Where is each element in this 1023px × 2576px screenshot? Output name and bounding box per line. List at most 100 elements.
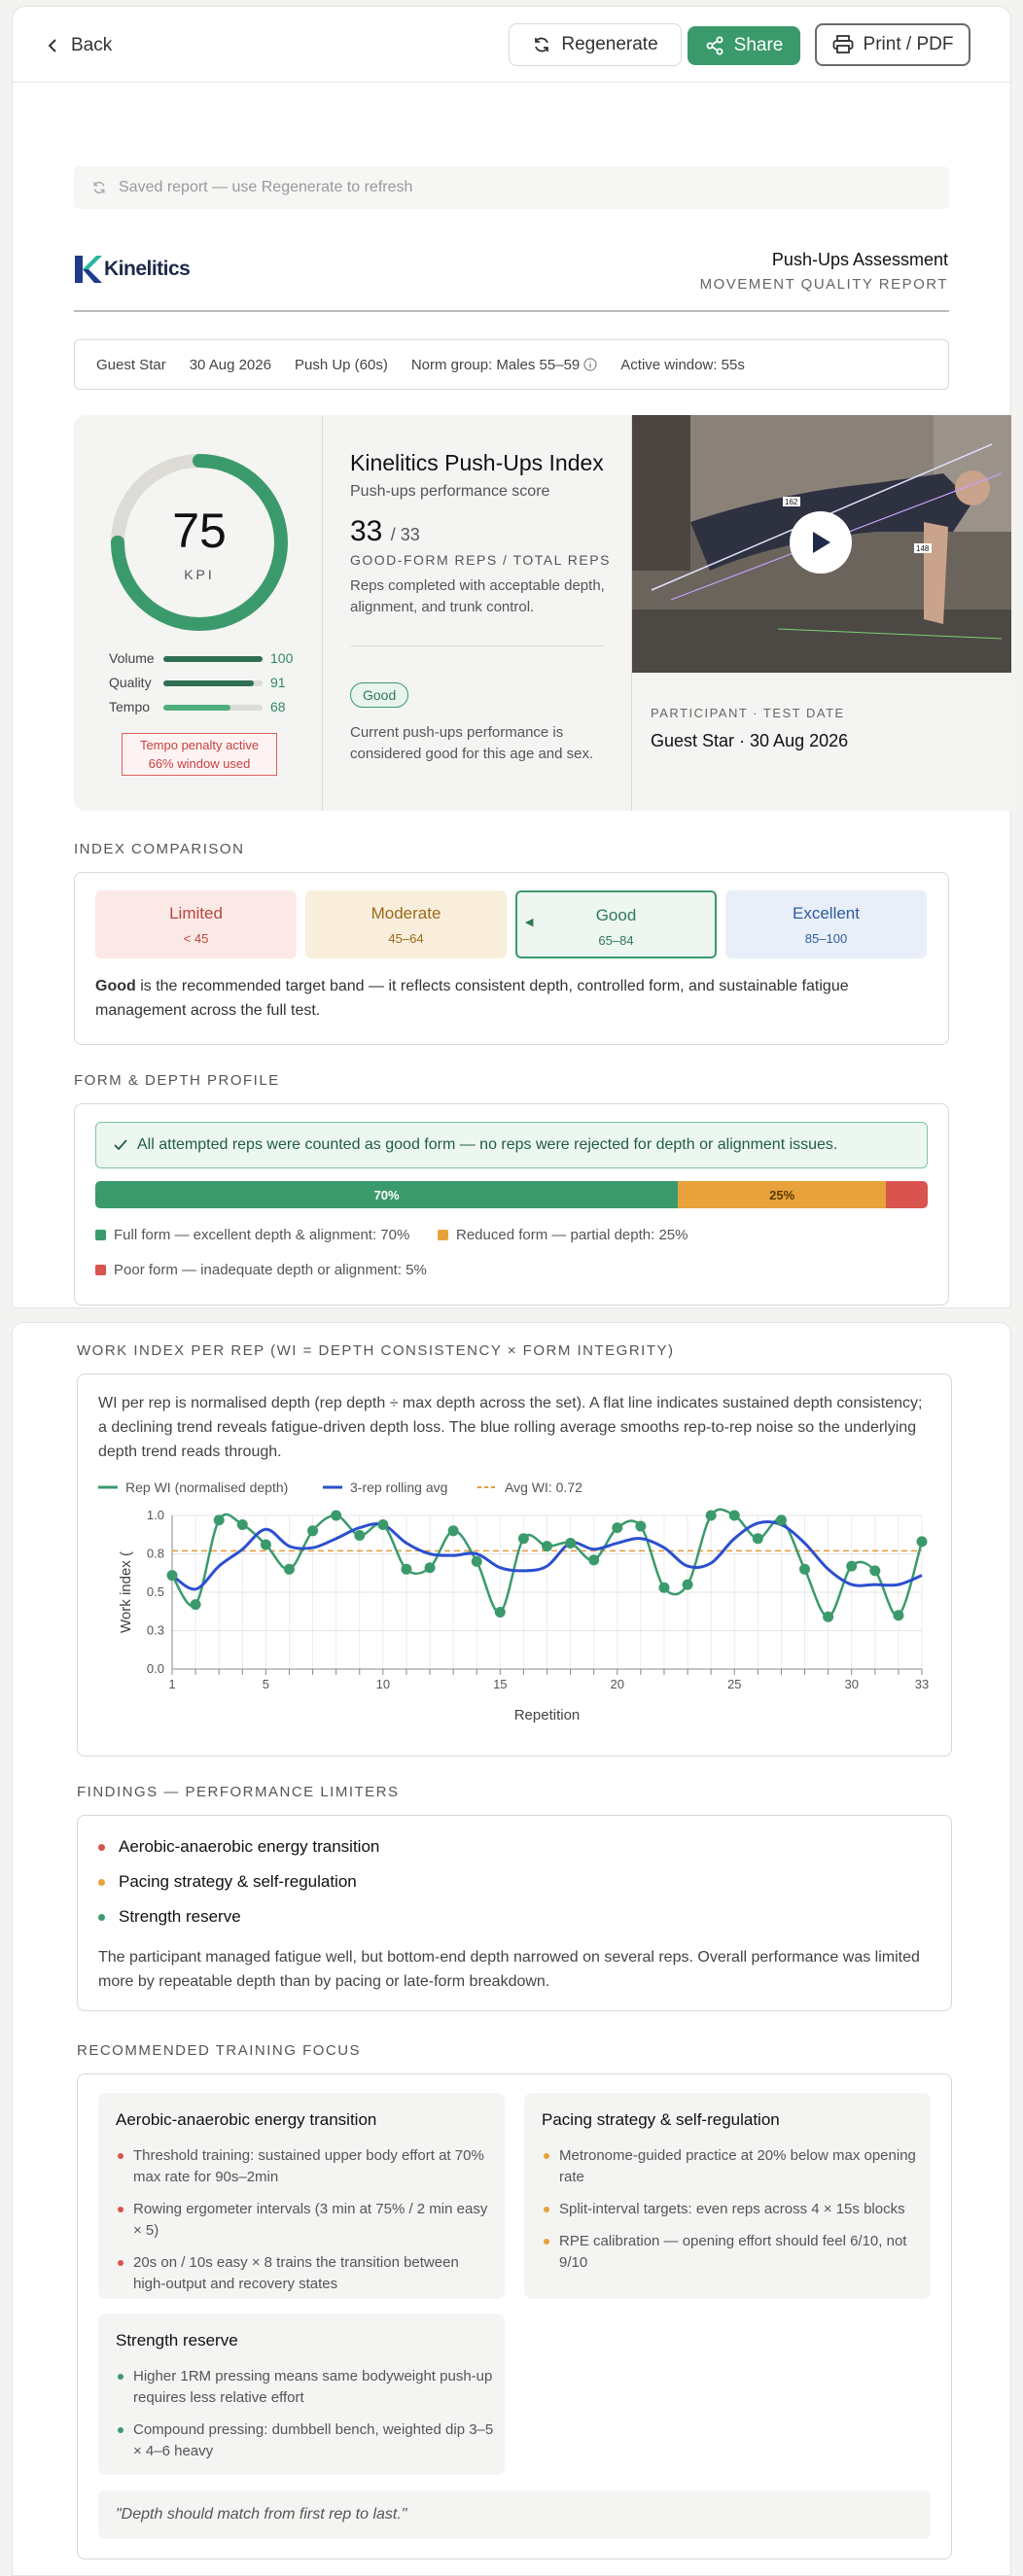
training-item: Rowing ergometer intervals (3 min at 75%…	[116, 2199, 495, 2242]
legend-full-form-text: Full form — excellent depth & alignment:…	[114, 1227, 410, 1243]
penalty-line-2: 66% window used	[148, 756, 251, 771]
meta-norm-group: Norm group: Males 55–59	[411, 357, 597, 373]
band-range: 65–84	[598, 933, 634, 948]
legend-poor-form-text: Poor form — inadequate depth or alignmen…	[114, 1262, 427, 1278]
subscore-volume-bar	[163, 656, 263, 662]
bullet-dot	[118, 2374, 123, 2380]
report-page-1: Back Regenerate Share Print / PDF Saved …	[12, 6, 1011, 1308]
refresh-icon	[535, 37, 549, 52]
finding-dot	[98, 1878, 105, 1886]
work-index-heading: WORK INDEX PER REP (WI = DEPTH CONSISTEN…	[77, 1342, 675, 1359]
legend-line-blue	[323, 1485, 342, 1489]
print-label: Print / PDF	[863, 34, 954, 54]
subscore-tempo-fill	[163, 705, 231, 711]
band-moderate: Moderate 45–64	[305, 890, 507, 958]
chart-legend-rolling-text: 3-rep rolling avg	[350, 1479, 448, 1495]
index-comparison-heading: INDEX COMPARISON	[74, 841, 245, 857]
data-point-rep-wi	[401, 1563, 412, 1575]
chart-legend-rep-text: Rep WI (normalised depth)	[125, 1479, 289, 1495]
data-point-rep-wi	[494, 1607, 506, 1619]
finding-text: Aerobic-anaerobic energy transition	[119, 1837, 380, 1856]
x-tick-label: 5	[263, 1677, 269, 1691]
band-range: < 45	[183, 931, 209, 946]
index-column: Kinelitics Push-Ups Index Push-ups perfo…	[323, 415, 632, 811]
saved-notice-text: Saved report — use Regenerate to refresh	[119, 179, 413, 195]
chart-legend-rolling: 3-rep rolling avg	[323, 1479, 447, 1495]
index-title: Kinelitics Push-Ups Index	[350, 450, 604, 475]
bullet-dot	[544, 2153, 549, 2159]
y-tick-label: 0.3	[147, 1623, 164, 1638]
training-item: Higher 1RM pressing means same bodyweigh…	[116, 2366, 495, 2409]
share-button[interactable]: Share	[688, 26, 800, 65]
report-title: Push-Ups Assessment	[771, 250, 948, 269]
band-excellent: Excellent 85–100	[725, 890, 927, 958]
reps-label: GOOD-FORM REPS / TOTAL REPS	[350, 552, 611, 568]
header-divider	[74, 310, 949, 312]
form-depth-heading: FORM & DEPTH PROFILE	[74, 1072, 280, 1089]
training-card-strength: Strength reserve Higher 1RM pressing mea…	[98, 2314, 505, 2475]
total-reps: / 33	[390, 525, 420, 544]
legend-reduced-form: Reduced form — partial depth: 25%	[438, 1227, 688, 1243]
subscore-tempo-value: 68	[270, 699, 286, 714]
saved-report-notice: Saved report — use Regenerate to refresh	[74, 166, 949, 209]
subscore-quality-value: 91	[270, 675, 286, 690]
chart-legend-average: Avg WI: 0.72	[477, 1479, 582, 1495]
data-point-rep-wi	[635, 1520, 647, 1532]
training-item-text: RPE calibration — opening effort should …	[559, 2233, 907, 2271]
legend-line-green	[98, 1485, 118, 1489]
comparison-desc-bold: Good	[95, 978, 136, 994]
tempo-penalty-badge: Tempo penalty active 66% window used	[122, 733, 277, 776]
kpi-gauge-arc	[111, 454, 288, 631]
bullet-dot	[544, 2207, 549, 2212]
training-card-list: Metronome-guided practice at 20% below m…	[542, 2145, 921, 2284]
active-band-marker: ◀	[525, 917, 534, 928]
training-item-text: Split-interval targets: even reps across…	[559, 2201, 905, 2217]
band-description: Current push-ups performance is consider…	[350, 724, 594, 762]
x-tick-label: 25	[727, 1677, 741, 1691]
finding-item: Strength reserve	[98, 1907, 241, 1927]
training-card-list: Higher 1RM pressing means same bodyweigh…	[116, 2366, 495, 2473]
band-range: 85–100	[804, 931, 848, 946]
kpi-panel: 75 KPI Volume 100 Quality 91 Tempo 68 Te…	[74, 415, 1011, 811]
subscore-volume-label: Volume	[109, 650, 155, 666]
regenerate-button[interactable]: Regenerate	[509, 23, 682, 66]
info-icon[interactable]	[583, 358, 597, 371]
kpi-gauge	[111, 454, 288, 631]
reps-description: Reps completed with acceptable depth, al…	[350, 577, 605, 615]
play-button[interactable]	[790, 511, 852, 574]
finding-item: Aerobic-anaerobic energy transition	[98, 1837, 379, 1857]
data-point-rep-wi	[166, 1570, 178, 1582]
rep-count: 33 / 33	[350, 515, 420, 548]
subscore-volume-value: 100	[270, 650, 294, 666]
x-axis-label: Repetition	[514, 1707, 581, 1723]
training-item: RPE calibration — opening effort should …	[542, 2231, 921, 2274]
share-label: Share	[733, 35, 784, 55]
bullet-dot	[544, 2239, 549, 2245]
back-button[interactable]: Back	[48, 26, 112, 65]
participant-value: Guest Star · 30 Aug 2026	[651, 731, 849, 750]
x-tick-label: 33	[915, 1677, 929, 1691]
form-distribution-bar: 70% 25%	[95, 1181, 928, 1208]
chart-legend-rep: Rep WI (normalised depth)	[98, 1479, 288, 1495]
findings-heading: FINDINGS — PERFORMANCE LIMITERS	[77, 1784, 400, 1800]
training-card-title: Strength reserve	[116, 2331, 238, 2350]
training-item: Threshold training: sustained upper body…	[116, 2145, 495, 2188]
band-range: 45–64	[388, 931, 424, 946]
comparison-description: Good is the recommended target band — it…	[95, 974, 932, 1023]
legend-swatch	[95, 1265, 106, 1275]
data-point-rep-wi	[612, 1522, 623, 1534]
index-comparison-box: Limited < 45 Moderate 45–64 ◀ Good 65–84 Ex…	[74, 872, 949, 1045]
norm-group-text: Norm group: Males 55–59	[410, 356, 581, 373]
bullet-dot	[118, 2207, 123, 2212]
training-item: 20s on / 10s easy × 8 trains the transit…	[116, 2252, 495, 2295]
participant-label: PARTICIPANT · TEST DATE	[651, 706, 845, 720]
data-point-rep-wi	[190, 1599, 201, 1611]
segment-full-form: 70%	[95, 1181, 679, 1208]
legend-full-form: Full form — excellent depth & alignment:…	[95, 1227, 409, 1243]
finding-text: Strength reserve	[119, 1907, 241, 1926]
video-player[interactable]: 162 148	[632, 415, 1011, 673]
x-tick-label: 15	[493, 1677, 507, 1691]
good-reps: 33	[350, 515, 383, 547]
legend-reduced-form-text: Reduced form — partial depth: 25%	[456, 1227, 688, 1243]
print-pdf-button[interactable]: Print / PDF	[815, 23, 970, 66]
